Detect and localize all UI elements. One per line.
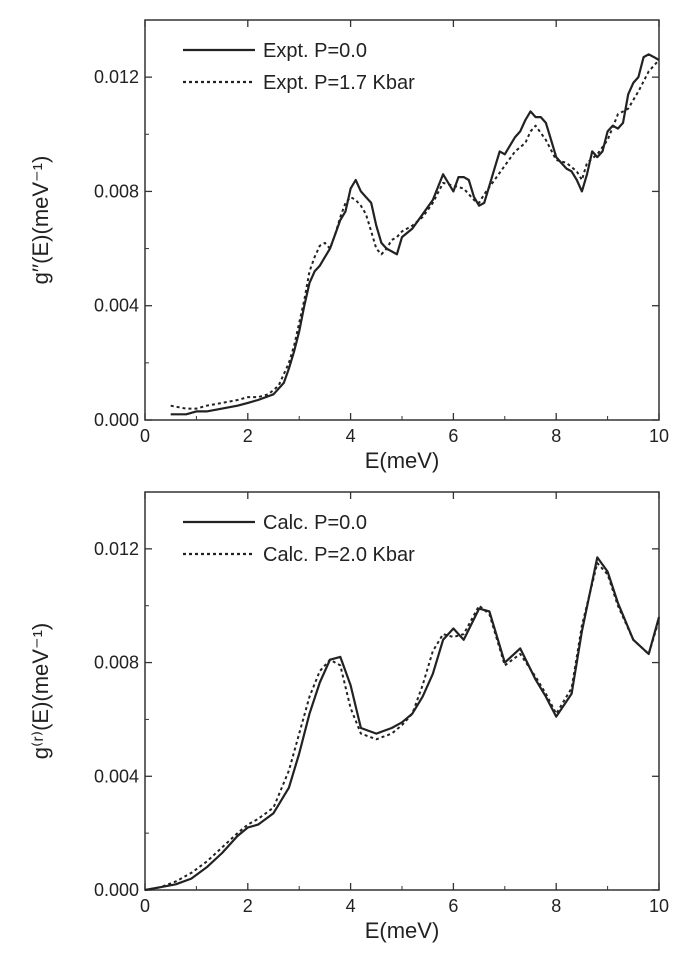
top-series-solid-line	[170, 53, 660, 416]
top-x-tick-label: 8	[551, 426, 561, 446]
bottom-legend-label-2: Calc. P=2.0 Kbar	[263, 544, 415, 566]
bottom-y-tick-label: 0.004	[94, 766, 139, 786]
top-x-tick-label: 10	[649, 426, 669, 446]
top-x-tick-label: 4	[346, 426, 356, 446]
top-legend-label-1: Expt. P=0.0	[263, 40, 367, 62]
bottom-x-tick-label: 6	[448, 896, 458, 916]
bottom-x-tick-label: 0	[140, 896, 150, 916]
top-y-axis-label: g′′(E)(meV⁻¹)	[28, 156, 53, 285]
top-legend-label-2: Expt. P=1.7 Kbar	[263, 72, 415, 94]
bottom-y-axis-label: g⁽ʳ⁾(E)(meV⁻¹)	[28, 623, 53, 759]
bottom-legend-label-1: Calc. P=0.0	[263, 512, 367, 534]
top-y-tick-label: 0.008	[94, 181, 139, 201]
bottom-x-tick-label: 8	[551, 896, 561, 916]
top-x-tick-label: 6	[448, 426, 458, 446]
top-x-tick-label: 2	[243, 426, 253, 446]
top-panel: 0 2 4 6 8 10 0.000 0.004 0.008 0.012 E(meV) g′′(E)(…	[28, 19, 669, 473]
top-y-tick-label: 0.000	[94, 410, 139, 430]
bottom-y-tick-label: 0.008	[94, 653, 139, 673]
bottom-panel: 0 2 4 6 8 10 0.000 0.004 0.008 0.012 E(meV) g⁽ʳ⁾(E)…	[28, 491, 669, 943]
bottom-series-dotted-line	[144, 562, 660, 891]
bottom-x-tick-label: 10	[649, 896, 669, 916]
top-y-tick-label: 0.004	[94, 296, 139, 316]
top-x-axis-label: E(meV)	[365, 448, 440, 473]
bottom-x-tick-label: 4	[346, 896, 356, 916]
top-y-tick-label: 0.012	[94, 67, 139, 87]
bottom-y-tick-label: 0.000	[94, 880, 139, 900]
bottom-x-tick-label: 2	[243, 896, 253, 916]
top-series-dotted-line	[170, 59, 660, 410]
bottom-x-axis-label: E(meV)	[365, 918, 440, 943]
bottom-y-tick-label: 0.012	[94, 539, 139, 559]
top-x-tick-label: 0	[140, 426, 150, 446]
